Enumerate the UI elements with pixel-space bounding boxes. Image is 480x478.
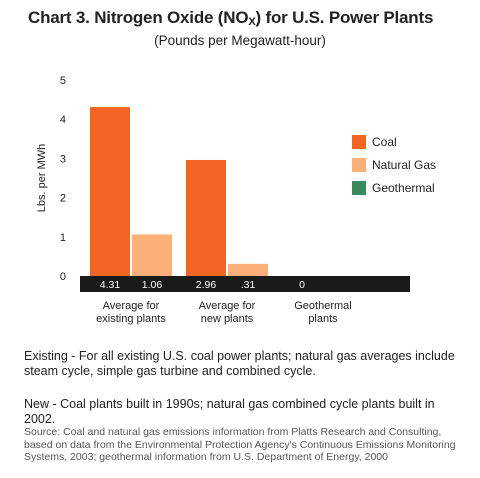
data-label: .31 <box>241 279 256 291</box>
bar <box>186 159 226 276</box>
chart-title: Chart 3. Nitrogen Oxide (NOX) for U.S. P… <box>28 8 433 28</box>
x-category-label: Average for <box>199 300 256 312</box>
x-category-label: Geothermal <box>294 300 351 312</box>
bar <box>228 263 268 276</box>
y-tick-label: 5 <box>60 75 66 87</box>
y-tick-label: 2 <box>60 193 66 205</box>
data-label: 0 <box>299 279 305 291</box>
y-axis-label: Lbs. per MWh <box>36 144 48 212</box>
chart-title-prefix: Chart 3. Nitrogen Oxide (NO <box>28 8 249 27</box>
chart-subtitle: (Pounds per Megawatt-hour) <box>154 33 326 48</box>
legend-label: Natural Gas <box>372 158 436 172</box>
note-existing: Existing - For all existing U.S. coal po… <box>24 349 455 378</box>
data-label: 4.31 <box>100 279 121 291</box>
y-tick-label: 4 <box>60 114 66 126</box>
x-category-label: existing plants <box>96 313 166 325</box>
legend-swatch <box>352 135 366 149</box>
legend-label: Coal <box>372 135 397 149</box>
chart-title-subscript: X <box>248 16 256 28</box>
data-label-band <box>80 276 410 292</box>
legend-label: Geothermal <box>372 181 435 195</box>
x-category-label: new plants <box>201 313 254 325</box>
data-label: 1.06 <box>142 279 163 291</box>
y-tick-label: 0 <box>60 271 66 283</box>
data-label: 2.96 <box>196 279 217 291</box>
y-tick-label: 1 <box>60 232 66 244</box>
x-category-label: Average for <box>103 300 160 312</box>
note-new: New - Coal plants built in 1990s; natura… <box>24 397 435 426</box>
legend-swatch <box>352 158 366 172</box>
source-note: Source: Coal and natural gas emissions i… <box>24 426 456 463</box>
chart-title-suffix: ) for U.S. Power Plants <box>255 8 434 27</box>
bar <box>90 107 130 276</box>
x-category-label: plants <box>308 313 338 325</box>
bar <box>132 234 172 276</box>
y-tick-label: 3 <box>60 153 66 165</box>
legend-swatch <box>352 181 366 195</box>
